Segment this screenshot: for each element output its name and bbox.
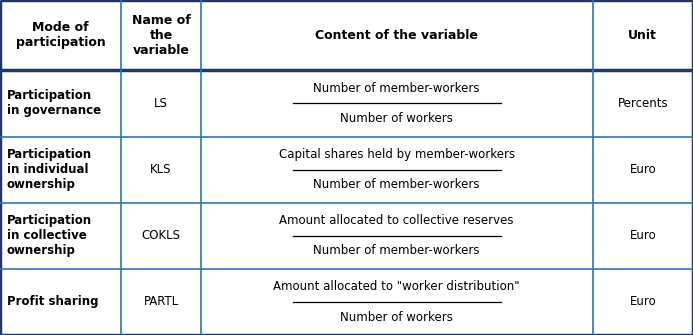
- Text: Unit: Unit: [629, 29, 657, 42]
- Text: Number of member-workers: Number of member-workers: [313, 178, 480, 191]
- Text: Name of
the
variable: Name of the variable: [132, 14, 191, 57]
- Text: Euro: Euro: [629, 229, 656, 242]
- Text: Percents: Percents: [617, 97, 668, 110]
- Text: Number of member-workers: Number of member-workers: [313, 82, 480, 95]
- Text: Mode of
participation: Mode of participation: [16, 21, 105, 49]
- Text: Amount allocated to "worker distribution": Amount allocated to "worker distribution…: [274, 280, 520, 293]
- Text: Profit sharing: Profit sharing: [7, 295, 98, 309]
- Text: COKLS: COKLS: [141, 229, 181, 242]
- Text: Euro: Euro: [629, 295, 656, 309]
- Text: PARTL: PARTL: [143, 295, 179, 309]
- Text: LS: LS: [154, 97, 168, 110]
- Text: Participation
in collective
ownership: Participation in collective ownership: [7, 214, 92, 257]
- Text: Amount allocated to collective reserves: Amount allocated to collective reserves: [279, 214, 514, 227]
- Text: Participation
in individual
ownership: Participation in individual ownership: [7, 148, 92, 191]
- Text: Number of member-workers: Number of member-workers: [313, 245, 480, 258]
- Text: Participation
in governance: Participation in governance: [7, 89, 101, 118]
- Text: Number of workers: Number of workers: [340, 112, 453, 125]
- Text: Content of the variable: Content of the variable: [315, 29, 478, 42]
- Text: Capital shares held by member-workers: Capital shares held by member-workers: [279, 148, 515, 161]
- Text: Number of workers: Number of workers: [340, 311, 453, 324]
- Text: Euro: Euro: [629, 163, 656, 176]
- Text: KLS: KLS: [150, 163, 172, 176]
